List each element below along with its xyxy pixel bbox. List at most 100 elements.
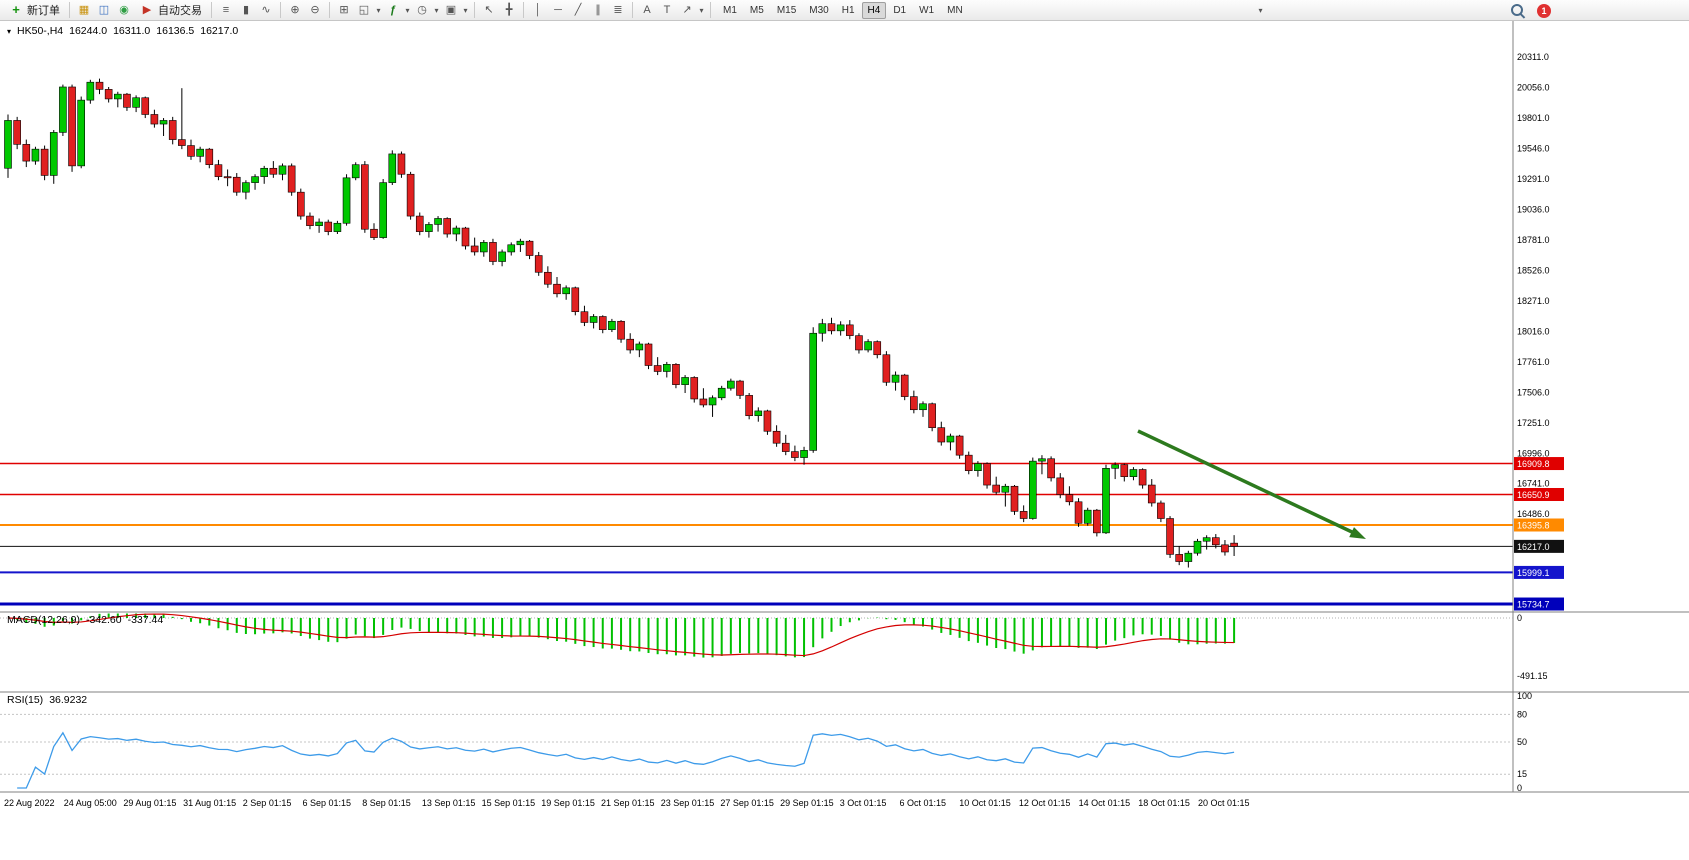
price-line-label-box xyxy=(1514,539,1564,553)
trendline-tool-icon[interactable]: ╱ xyxy=(574,4,582,16)
fibonacci-tool-icon[interactable]: ≣ xyxy=(613,4,623,16)
candle-body xyxy=(662,364,671,372)
periods-icon[interactable]: ◷ xyxy=(417,4,427,16)
candle-body xyxy=(553,283,561,295)
candle-body xyxy=(214,164,223,177)
candle-body xyxy=(269,167,278,175)
candle-body xyxy=(964,454,973,472)
trend-arrow[interactable] xyxy=(1137,429,1353,534)
candle-body xyxy=(727,380,735,389)
search-icon[interactable] xyxy=(1510,3,1526,19)
macd-value-signal: -337.44 xyxy=(127,614,164,626)
indicators-icon[interactable]: ƒ xyxy=(389,4,397,16)
price-line-label: 16909.8 xyxy=(1517,459,1550,469)
trend-arrow-head[interactable] xyxy=(1349,527,1366,539)
zoom-in-icon[interactable]: ⊕ xyxy=(290,4,300,16)
line-chart-icon[interactable]: ∿ xyxy=(261,4,271,16)
candle-body xyxy=(489,242,497,262)
candle-body xyxy=(672,364,680,385)
toolbar-separator xyxy=(211,2,212,18)
market-watch-icon[interactable]: ▦ xyxy=(78,4,90,16)
vertical-line-tool-icon[interactable]: │ xyxy=(534,4,542,16)
timeframe-W1[interactable]: W1 xyxy=(919,4,935,16)
dropdown-chevron-icon[interactable]: ▾ xyxy=(405,5,410,15)
timeframe-M1[interactable]: M1 xyxy=(723,4,737,16)
candle-body xyxy=(306,215,314,226)
candle-body xyxy=(608,320,616,330)
new-order-label: 新订单 xyxy=(27,5,60,17)
timeframe-toolbar: M1 M5 M15 M30 H1 H4 D1 W1 MN xyxy=(717,1,969,19)
text-label-tool-icon[interactable]: T xyxy=(663,4,671,16)
candle-body xyxy=(1193,540,1202,554)
search-icon-handle xyxy=(1519,13,1526,19)
navigator-icon[interactable]: ◉ xyxy=(119,4,129,16)
date-label: 18 Oct 01:15 xyxy=(1138,798,1190,808)
candle-body xyxy=(809,332,818,451)
arrows-tool-icon[interactable]: ↗ xyxy=(682,4,692,16)
tile-windows-icon[interactable]: ⊞ xyxy=(339,4,349,16)
chart-header: ▾ HK50-,H4 16244.0 16311.0 16136.5 16217… xyxy=(7,25,238,37)
new-order-button[interactable]: + 新订单 xyxy=(3,1,65,19)
text-tool-icon[interactable]: A xyxy=(643,4,651,16)
price-tick-label: 17506.0 xyxy=(1517,387,1550,397)
timeframe-D1[interactable]: D1 xyxy=(893,4,907,16)
macd-tick-label: -491.15 xyxy=(1517,671,1548,681)
candle-body xyxy=(598,316,607,330)
candle-body xyxy=(196,148,204,157)
dropdown-chevron-icon[interactable]: ▾ xyxy=(463,5,468,15)
dropdown-chevron-icon[interactable]: ▾ xyxy=(376,5,381,15)
rsi-line xyxy=(17,731,1235,789)
timeframe-H1[interactable]: H1 xyxy=(841,4,855,16)
candle-body xyxy=(772,430,781,444)
candle-body xyxy=(855,335,863,351)
auto-trading-icon: ▶ xyxy=(142,4,152,16)
candle-body xyxy=(992,484,1001,493)
bar-chart-icon[interactable]: ≡ xyxy=(222,4,230,16)
ohlc-close: 16217.0 xyxy=(200,25,239,37)
timeframe-M15[interactable]: M15 xyxy=(776,4,797,16)
rsi-label: RSI(15) xyxy=(7,694,44,706)
crosshair-icon[interactable]: ╋ xyxy=(505,4,513,16)
horizontal-line-tool-icon[interactable]: ─ xyxy=(554,4,562,16)
candle-body xyxy=(1029,460,1037,519)
candle-body xyxy=(1202,537,1211,542)
timeframe-MN[interactable]: MN xyxy=(947,4,963,16)
candle-body xyxy=(187,145,195,157)
candle-body xyxy=(114,93,122,100)
toolbar-overflow-icon[interactable]: ▾ xyxy=(1258,6,1263,15)
templates-icon[interactable]: ▣ xyxy=(445,4,457,16)
dropdown-chevron-icon[interactable]: ▾ xyxy=(699,5,704,15)
candle-body xyxy=(86,81,95,101)
price-tick-label: 18526.0 xyxy=(1517,265,1550,275)
candle-body xyxy=(516,240,525,246)
candle-body xyxy=(498,251,506,262)
new-chart-icon[interactable]: ◱ xyxy=(358,4,370,16)
auto-trading-label: 自动交易 xyxy=(158,5,202,17)
zoom-out-icon[interactable]: ⊖ xyxy=(310,4,320,16)
candle-body xyxy=(1093,509,1101,534)
timeframe-H4[interactable]: H4 xyxy=(861,1,887,19)
cursor-icon[interactable]: ↖ xyxy=(484,4,494,16)
candle-body xyxy=(955,435,964,456)
candle-body xyxy=(397,153,406,175)
timeframe-M30[interactable]: M30 xyxy=(809,4,829,16)
candle-body xyxy=(251,176,259,183)
candle-body xyxy=(1111,464,1119,469)
data-window-icon[interactable]: ◫ xyxy=(98,4,110,16)
rsi-tick-label: 100 xyxy=(1517,691,1532,701)
candle-body xyxy=(1129,469,1138,477)
auto-trading-button[interactable]: ▶ 自动交易 xyxy=(134,1,207,19)
candle-body xyxy=(1056,477,1065,495)
timeframe-M5[interactable]: M5 xyxy=(749,4,764,16)
macd-signal-line xyxy=(7,613,1235,657)
candlestick-chart-icon[interactable]: ▮ xyxy=(242,4,250,16)
chart-menu-icon[interactable]: ▾ xyxy=(7,26,12,36)
candle-body xyxy=(77,99,85,167)
candle-body xyxy=(22,144,31,162)
candle-body xyxy=(361,164,369,230)
candle-body xyxy=(461,227,470,247)
notification-badge[interactable]: 1 xyxy=(1537,3,1551,18)
dropdown-chevron-icon[interactable]: ▾ xyxy=(434,5,439,15)
channel-tool-icon[interactable]: ∥ xyxy=(595,4,601,16)
